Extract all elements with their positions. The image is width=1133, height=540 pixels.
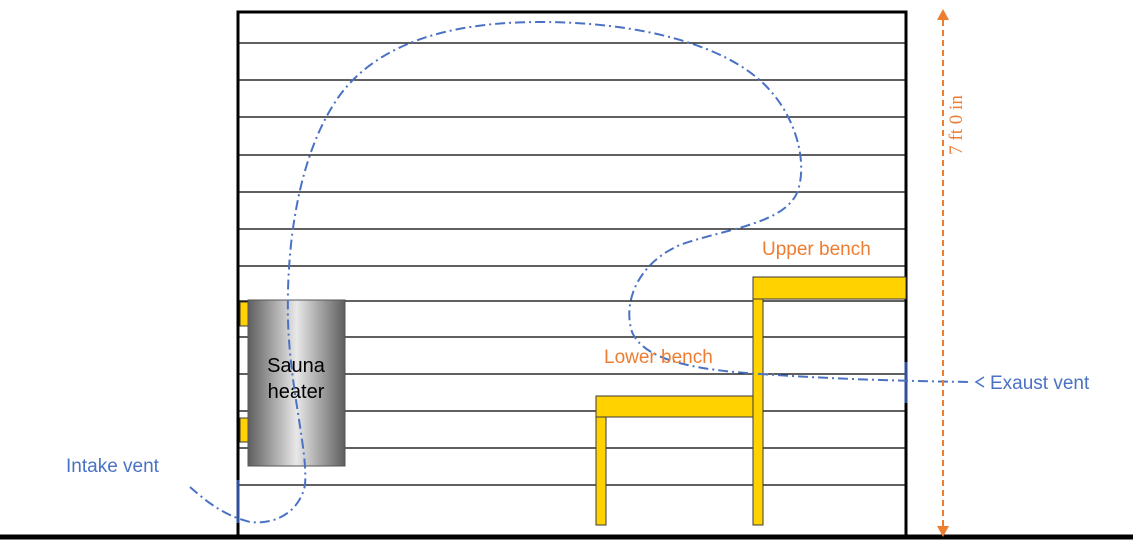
exhaust-vent-label: Exaust vent bbox=[990, 373, 1090, 394]
heater-label-line1: Sauna bbox=[267, 355, 326, 377]
dimension-arrow-bottom-icon bbox=[937, 526, 949, 537]
upper-bench-seat bbox=[752, 276, 907, 300]
sauna-heater bbox=[247, 299, 346, 467]
dimension-arrow-top-icon bbox=[937, 9, 949, 20]
heater-bracket bbox=[239, 301, 249, 327]
heater-bracket bbox=[239, 417, 249, 443]
lower-bench-leg bbox=[595, 416, 607, 526]
height-label: 7 ft 0 in bbox=[946, 95, 967, 155]
intake-vent-label: Intake vent bbox=[66, 456, 160, 477]
exhaust-arrow-icon bbox=[974, 376, 985, 388]
lower-bench-label: Lower bench bbox=[604, 347, 713, 368]
heater-label-line2: heater bbox=[268, 381, 325, 403]
room-wall bbox=[236, 10, 908, 540]
upper-bench-leg bbox=[752, 298, 764, 526]
airflow-path bbox=[189, 20, 971, 524]
lower-bench-seat bbox=[595, 395, 754, 418]
wall-planks bbox=[238, 42, 906, 486]
upper-bench-label: Upper bench bbox=[762, 239, 871, 260]
